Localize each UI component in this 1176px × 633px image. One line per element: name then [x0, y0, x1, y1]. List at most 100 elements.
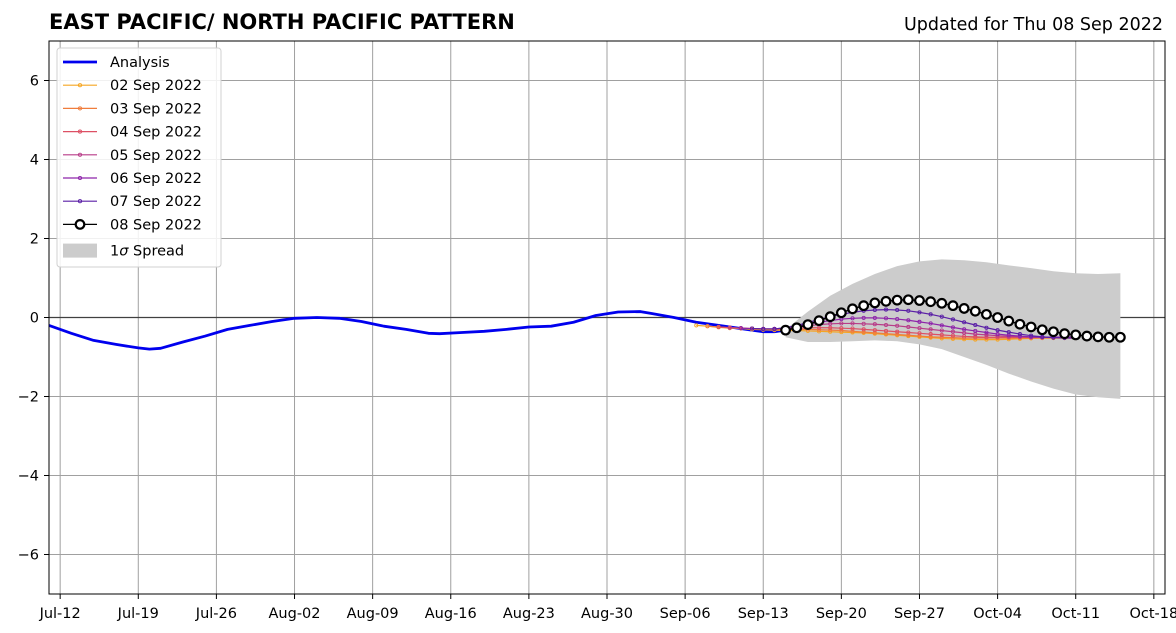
series-point	[761, 326, 766, 332]
series-point	[861, 315, 866, 320]
x-tick-label: Sep-06	[660, 606, 711, 622]
x-tick-label: Oct-11	[1051, 606, 1100, 622]
y-tick-label: 6	[30, 74, 39, 90]
x-tick-label: Jul-19	[117, 606, 159, 622]
series-point	[869, 297, 881, 309]
y-tick-label: 4	[30, 153, 39, 169]
series-point	[1103, 331, 1115, 343]
legend-series-label: 02 Sep 2022	[110, 78, 202, 94]
series-point	[705, 324, 710, 329]
series-point	[984, 330, 989, 335]
series-point	[939, 335, 944, 340]
series-point	[883, 322, 889, 328]
series-point	[1040, 334, 1045, 339]
legend: Analysis 02 Sep 2022 03 Sep 2022 04 Sep 202…	[56, 47, 222, 268]
series-point	[835, 307, 847, 319]
series-point	[1081, 330, 1093, 342]
legend-series-label: 07 Sep 2022	[110, 194, 202, 210]
series-point	[947, 300, 959, 312]
series-point	[772, 326, 777, 332]
series-point	[828, 325, 833, 330]
legend-spread-swatch	[63, 243, 97, 258]
series-point	[917, 310, 922, 315]
legend-box	[56, 47, 222, 268]
series-point	[738, 326, 743, 331]
x-tick-label: Jul-26	[195, 606, 237, 622]
series-point	[716, 324, 721, 330]
series-point	[958, 303, 970, 314]
series-point	[928, 327, 933, 332]
analysis-line	[49, 310, 786, 351]
series-point	[992, 312, 1003, 323]
series-point	[895, 317, 900, 322]
series-point	[1017, 332, 1022, 337]
series-point	[750, 326, 755, 331]
y-tick-label: −6	[18, 548, 39, 564]
series-point	[906, 318, 911, 323]
series-point	[891, 294, 903, 306]
series-point	[694, 323, 699, 328]
series-point	[1059, 328, 1070, 340]
series-point	[995, 332, 1000, 337]
series-point	[880, 295, 892, 307]
series-point	[872, 307, 877, 313]
series-point	[1029, 333, 1034, 338]
x-tick-label: Oct-04	[973, 606, 1022, 622]
series-point	[850, 326, 855, 331]
series-line	[696, 324, 1076, 341]
series-point	[861, 327, 866, 332]
series-point	[895, 307, 900, 313]
y-axis: −6 −4 −2 0 2 4 6	[18, 74, 49, 564]
legend-series-marker	[77, 129, 83, 134]
legend-series-marker	[77, 175, 83, 181]
series-point	[950, 329, 956, 334]
series-point	[950, 325, 956, 330]
series-point	[883, 316, 889, 321]
x-tick-label: Oct-18	[1129, 606, 1176, 622]
legend-series-label: 03 Sep 2022	[110, 101, 202, 117]
x-tick-label: Aug-16	[425, 606, 477, 622]
series-point	[962, 320, 967, 325]
legend-spread-sigma: σ	[119, 244, 129, 260]
x-tick-label: Jul-12	[39, 606, 81, 622]
series-point	[850, 321, 855, 326]
series-point	[883, 328, 889, 333]
legend-spread-label: 1σ Spread	[110, 244, 184, 260]
x-tick-label: Aug-02	[269, 606, 321, 622]
series-point	[928, 312, 933, 317]
series-point	[995, 328, 1000, 333]
series-point	[791, 322, 803, 334]
series-point	[950, 317, 956, 322]
y-tick-label: −4	[18, 469, 39, 485]
series-point	[917, 331, 922, 336]
series-point	[939, 323, 944, 328]
x-tick-label: Aug-23	[503, 606, 555, 622]
legend-series-marker	[74, 218, 86, 230]
series-point	[858, 300, 870, 312]
series-point	[928, 332, 933, 337]
legend-spread-prefix: 1	[110, 244, 119, 260]
series-point	[872, 315, 877, 320]
y-tick-label: −2	[18, 390, 39, 406]
legend-series-marker	[77, 152, 83, 157]
series-point	[828, 328, 833, 333]
chart-subtitle: Updated for Thu 08 Sep 2022	[904, 15, 1163, 35]
series-point	[902, 294, 914, 306]
series-point	[1114, 331, 1126, 343]
series-point	[973, 328, 978, 333]
series-point	[973, 322, 978, 328]
series-point	[984, 325, 989, 330]
series-point	[969, 305, 981, 317]
y-tick-label: 0	[30, 311, 39, 327]
legend-series-label: 05 Sep 2022	[110, 148, 202, 164]
series-point	[962, 327, 967, 332]
series-point	[1003, 315, 1015, 327]
y-tick-label: 2	[30, 232, 39, 248]
series-point	[824, 311, 836, 323]
series-point	[839, 321, 844, 326]
series-point	[925, 296, 937, 308]
series-point	[906, 308, 911, 313]
series-point	[939, 332, 944, 337]
series-point	[883, 307, 889, 312]
series-point	[939, 314, 944, 319]
